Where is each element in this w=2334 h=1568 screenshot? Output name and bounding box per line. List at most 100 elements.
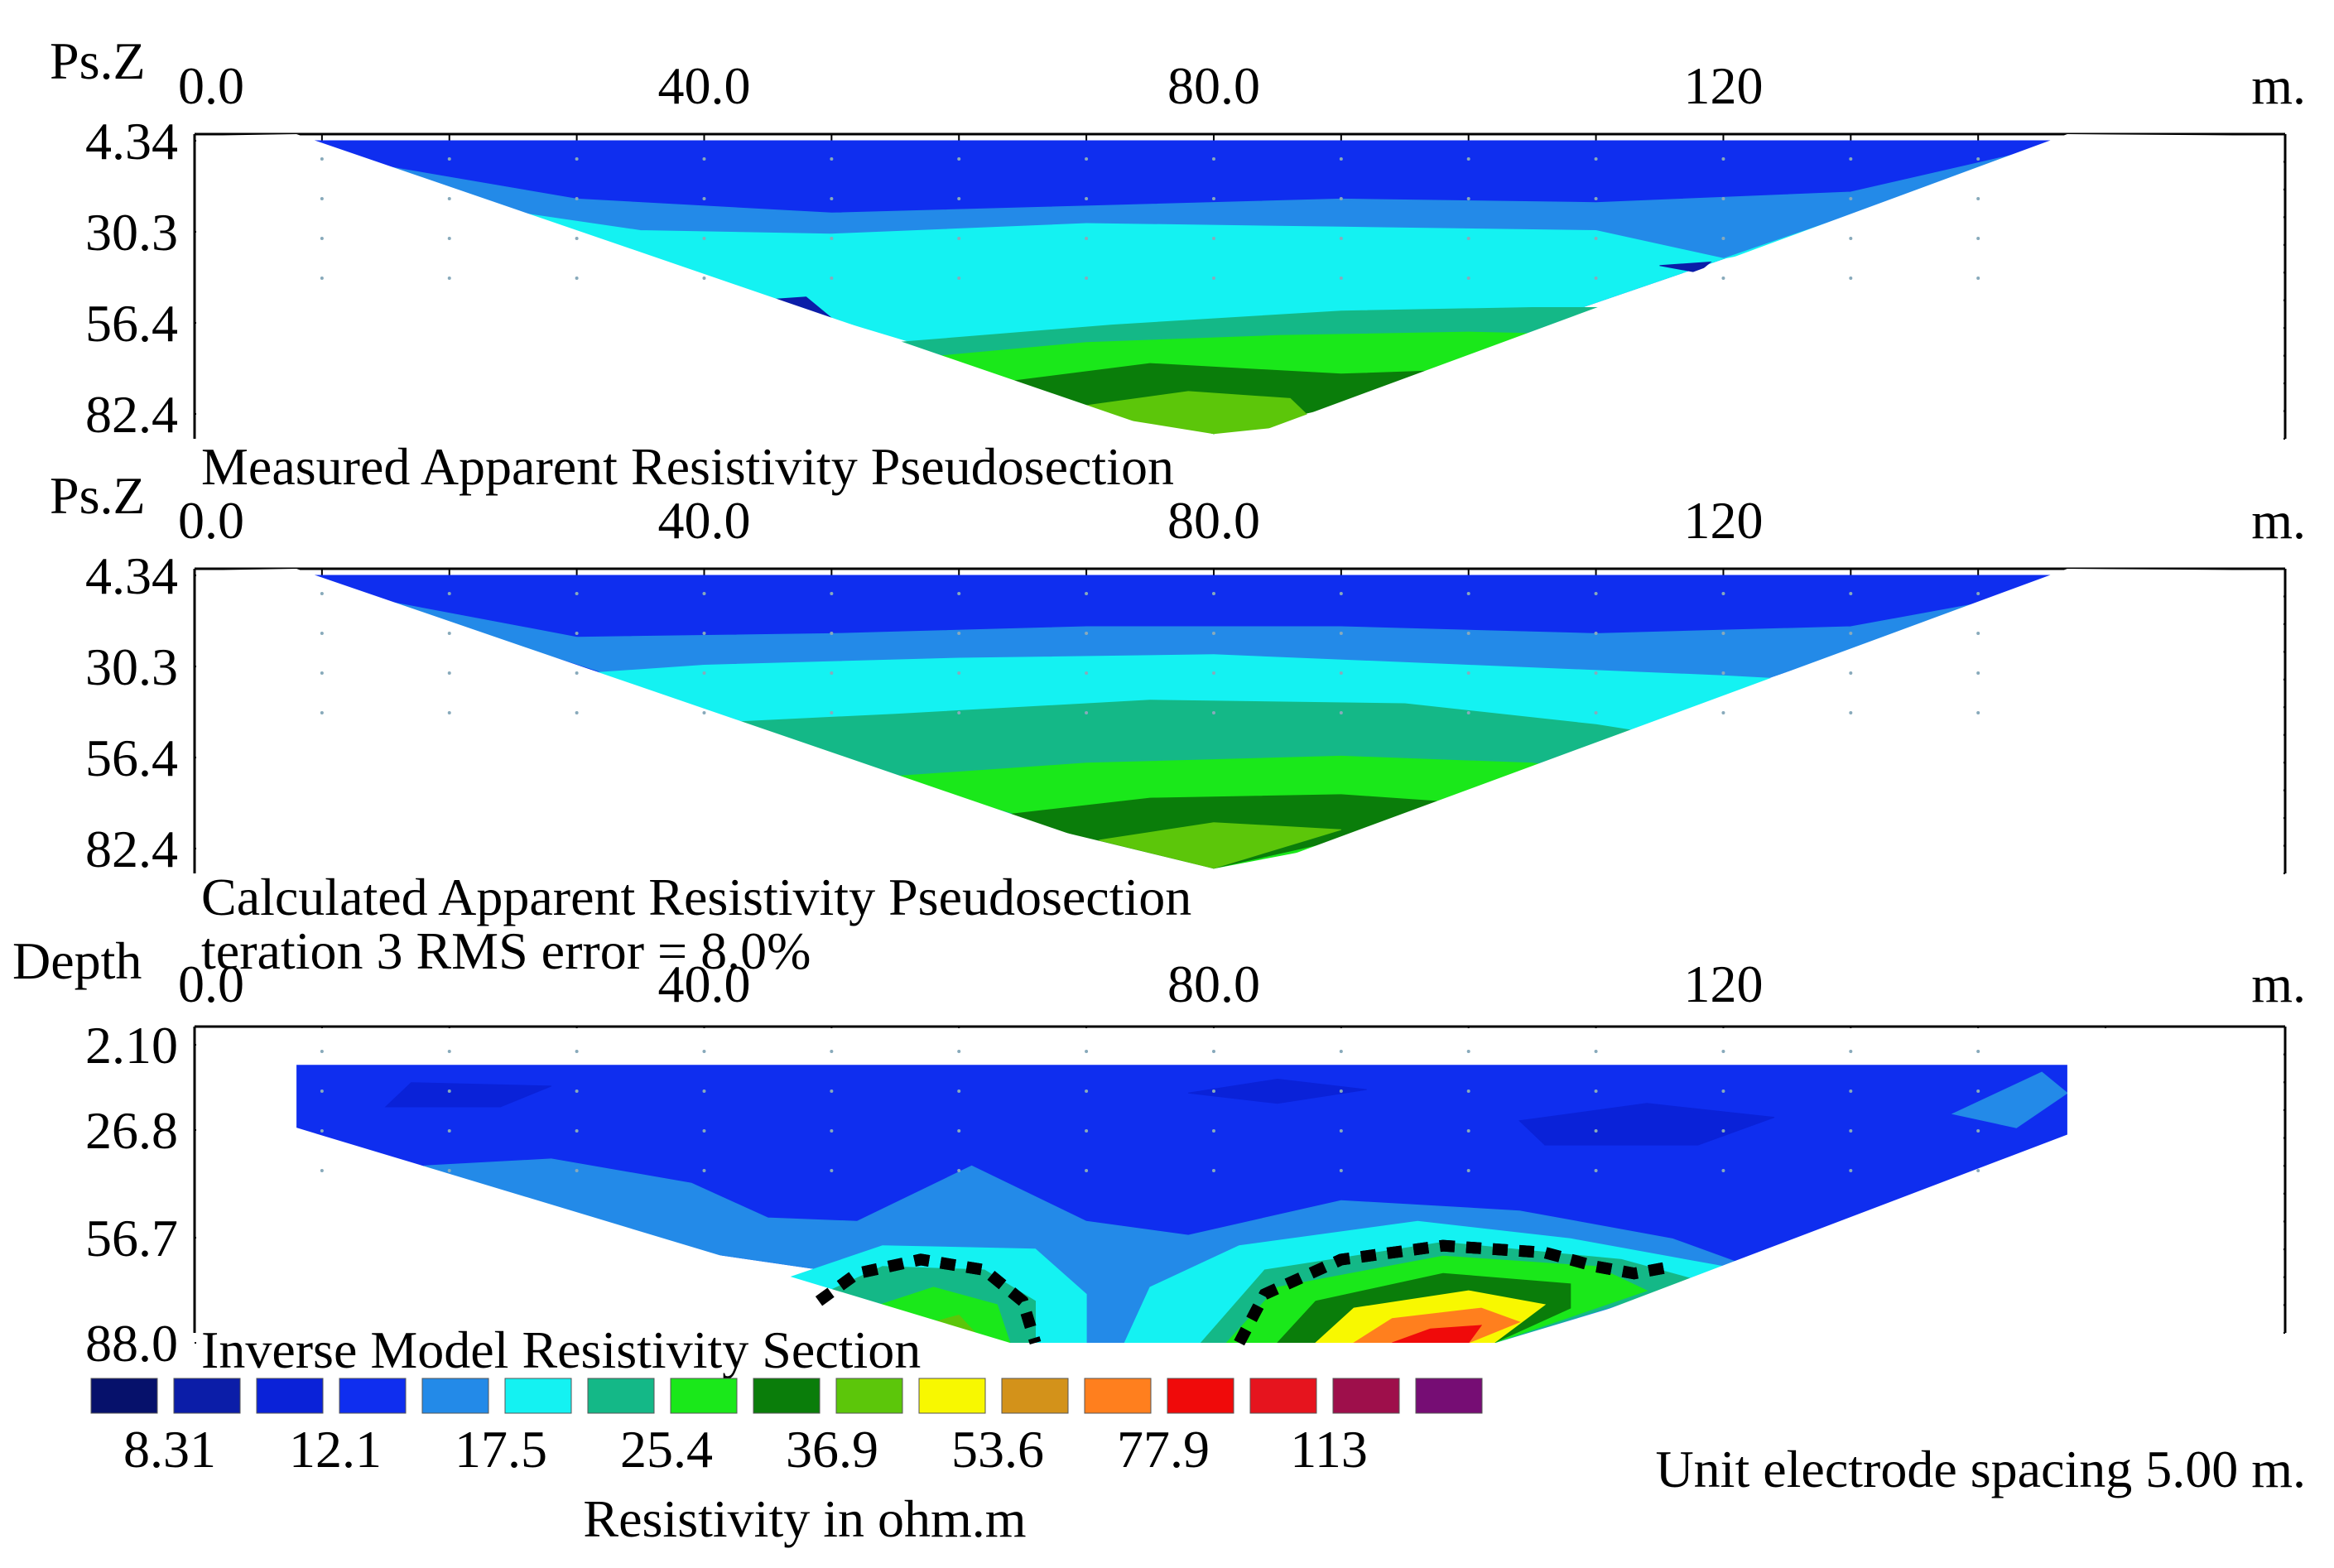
data-point-dot bbox=[1721, 632, 1725, 635]
data-point-dot bbox=[1466, 632, 1470, 635]
resistivity-band bbox=[384, 1082, 551, 1108]
legend-swatch bbox=[1249, 1378, 1317, 1414]
legend-tick-label: 113 bbox=[1290, 1420, 1368, 1479]
data-point-dot bbox=[320, 1129, 324, 1133]
data-point-dot bbox=[1085, 711, 1089, 714]
data-point-dot bbox=[1466, 671, 1470, 675]
data-point-dot bbox=[1976, 1089, 1980, 1093]
data-point-dot bbox=[1849, 157, 1853, 161]
data-point-dot bbox=[1339, 671, 1343, 675]
data-point-dot bbox=[957, 197, 961, 200]
data-point-dot bbox=[1976, 711, 1980, 714]
data-point-dot bbox=[1211, 1129, 1215, 1133]
legend-tick-label: 36.9 bbox=[786, 1420, 878, 1479]
data-point-dot bbox=[702, 237, 706, 240]
data-point-dot bbox=[1849, 237, 1853, 240]
data-point-dot bbox=[1594, 277, 1598, 280]
data-point-dot bbox=[957, 711, 961, 714]
data-point-dot bbox=[1466, 1169, 1470, 1172]
data-point-dot bbox=[702, 157, 706, 161]
legend-tick-label: 12.1 bbox=[289, 1420, 382, 1479]
data-point-dot bbox=[957, 1129, 961, 1133]
data-point-dot bbox=[1849, 1089, 1853, 1093]
data-point-dot bbox=[1594, 237, 1598, 240]
data-point-dot bbox=[575, 237, 579, 240]
data-point-dot bbox=[1976, 237, 1980, 240]
data-point-dot bbox=[1721, 157, 1725, 161]
data-point-dot bbox=[320, 277, 324, 280]
panel-2-rms-error: teration 3 RMS error = 8.0% bbox=[201, 921, 811, 980]
data-point-dot bbox=[320, 592, 324, 595]
data-point-dot bbox=[1721, 1050, 1725, 1053]
data-point-dot bbox=[447, 1169, 451, 1172]
data-point-dot bbox=[1976, 197, 1980, 200]
panel-3-y-axis-title: Depth bbox=[12, 931, 142, 990]
data-point-dot bbox=[320, 671, 324, 675]
data-point-dot bbox=[1339, 237, 1343, 240]
legend-tick-label: 25.4 bbox=[620, 1420, 713, 1479]
data-point-dot bbox=[575, 157, 579, 161]
legend-tick-label: 8.31 bbox=[123, 1420, 216, 1479]
data-point-dot bbox=[447, 671, 451, 675]
data-point-dot bbox=[447, 592, 451, 595]
data-point-dot bbox=[575, 671, 579, 675]
legend-swatch bbox=[173, 1378, 241, 1414]
data-point-dot bbox=[1594, 1089, 1598, 1093]
data-point-dot bbox=[830, 1129, 834, 1133]
data-point-dot bbox=[1849, 632, 1853, 635]
data-point-dot bbox=[447, 1129, 451, 1133]
data-point-dot bbox=[1721, 1169, 1725, 1172]
data-point-dot bbox=[1339, 1129, 1343, 1133]
legend-tick-labels: 8.31 12.1 17.5 25.4 36.9 53.6 77.9 113 bbox=[123, 1420, 1368, 1479]
x-tick-label: 40.0 bbox=[657, 491, 750, 550]
data-point-dot bbox=[320, 1050, 324, 1053]
data-point-dot bbox=[702, 197, 706, 200]
data-point-dot bbox=[702, 277, 706, 280]
data-point-dot bbox=[1594, 197, 1598, 200]
data-point-dot bbox=[1849, 711, 1853, 714]
data-point-dot bbox=[1976, 1169, 1980, 1172]
data-point-dot bbox=[1721, 1129, 1725, 1133]
data-point-dot bbox=[1085, 632, 1089, 635]
x-tick-label: 0.0 bbox=[178, 491, 244, 550]
legend-swatch bbox=[1167, 1378, 1234, 1414]
electrode-spacing-note: Unit electrode spacing 5.00 m. bbox=[1655, 1440, 2306, 1498]
data-point-dot bbox=[830, 711, 834, 714]
data-point-dot bbox=[1976, 1050, 1980, 1053]
data-point-dot bbox=[830, 671, 834, 675]
data-point-dot bbox=[1339, 277, 1343, 280]
data-point-dot bbox=[1721, 1089, 1725, 1093]
y-tick-label: 30.3 bbox=[85, 637, 178, 696]
outside-mask bbox=[196, 134, 2283, 449]
data-point-dot bbox=[575, 632, 579, 635]
data-point-dot bbox=[1085, 277, 1089, 280]
data-point-dot bbox=[830, 1169, 834, 1172]
data-point-dot bbox=[830, 157, 834, 161]
y-tick-label: 4.34 bbox=[85, 546, 178, 605]
legend-tick-label: 53.6 bbox=[951, 1420, 1044, 1479]
data-point-dot bbox=[1721, 592, 1725, 595]
data-point-dot bbox=[447, 157, 451, 161]
data-point-dot bbox=[1466, 197, 1470, 200]
data-point-dot bbox=[1085, 157, 1089, 161]
data-point-dot bbox=[575, 1129, 579, 1133]
data-point-dot bbox=[1211, 671, 1215, 675]
y-tick-label: 56.7 bbox=[85, 1209, 178, 1267]
data-point-dot bbox=[1594, 632, 1598, 635]
data-point-dot bbox=[1849, 1050, 1853, 1053]
legend-swatch bbox=[90, 1378, 158, 1414]
data-point-dot bbox=[1976, 277, 1980, 280]
data-point-dot bbox=[957, 592, 961, 595]
data-point-dot bbox=[1849, 197, 1853, 200]
x-tick-label: 40.0 bbox=[657, 955, 750, 1013]
data-point-dot bbox=[1976, 671, 1980, 675]
panel-2-y-axis: 4.34 30.3 56.4 82.4 bbox=[85, 546, 208, 878]
data-point-dot bbox=[1721, 711, 1725, 714]
data-point-dot bbox=[1849, 1169, 1853, 1172]
data-point-dot bbox=[1339, 1050, 1343, 1053]
panel-2-plot-area bbox=[196, 569, 2283, 898]
legend-title: Resistivity in ohm.m bbox=[583, 1489, 1026, 1548]
legend-swatch bbox=[1001, 1378, 1069, 1414]
data-point-dot bbox=[702, 1169, 706, 1172]
color-legend: 8.31 12.1 17.5 25.4 36.9 53.6 77.9 113 Resistiv… bbox=[90, 1378, 1483, 1548]
